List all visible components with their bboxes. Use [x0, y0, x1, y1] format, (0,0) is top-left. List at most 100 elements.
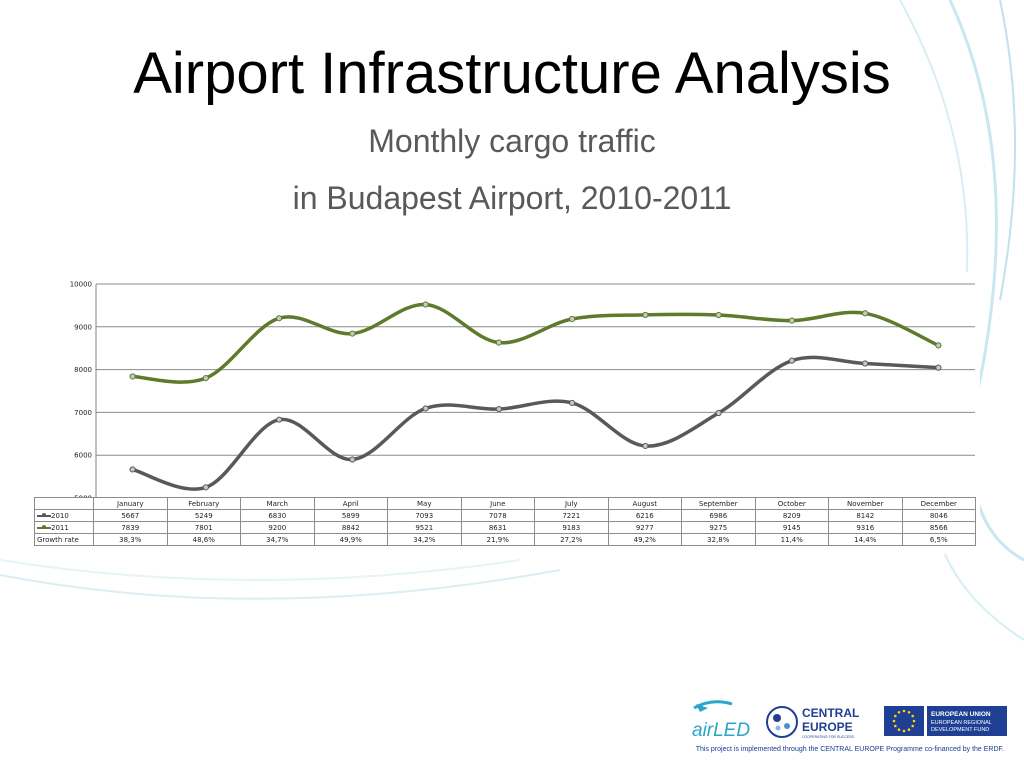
table-header-cell: May [387, 497, 462, 510]
table-cell: 7221 [534, 509, 609, 522]
eu-logo-line3: DEVELOPMENT FUND [931, 727, 989, 733]
table-header-cell: April [313, 497, 388, 510]
table-header-cell: July [534, 497, 609, 510]
table-cell: 7078 [460, 509, 535, 522]
table-header-cell: August [607, 497, 682, 510]
y-tick-label: 10000 [70, 281, 92, 289]
table-header-cell: January [93, 497, 168, 510]
central-europe-logo-line2: EUROPE [802, 720, 853, 734]
central-europe-logo-tagline: COOPERATING FOR SUCCESS. [802, 735, 855, 739]
data-point-2011 [569, 315, 576, 323]
data-point-2011 [349, 330, 356, 337]
table-row-2011: 2011 7839 7801 9200 8842 9521 8631 9183 … [34, 521, 976, 534]
table-cell: 49,2% [607, 533, 682, 546]
series-line-2011 [130, 302, 941, 384]
y-tick-label: 8000 [74, 366, 92, 374]
table-cell: 27,2% [534, 533, 609, 546]
data-table: January February March April May June Ju… [34, 497, 976, 546]
table-header-cell: September [681, 497, 756, 510]
data-point-2010 [349, 456, 356, 463]
table-cell: 6986 [681, 509, 756, 522]
chart-subtitle-line2: in Budapest Airport, 2010-2011 [292, 180, 732, 216]
data-point-2011 [935, 342, 942, 349]
series-line-2010 [130, 355, 941, 491]
y-tick-label: 7000 [74, 409, 92, 417]
table-cell: 9521 [387, 521, 462, 534]
data-point-2010 [422, 405, 429, 412]
data-point-2010 [862, 360, 869, 367]
table-header-row: January February March April May June Ju… [34, 497, 976, 510]
central-europe-logo-line1: CENTRAL [802, 706, 859, 720]
data-point-2011 [642, 311, 649, 319]
table-cell: 11,4% [754, 533, 829, 546]
sponsor-logos: airLED CENTRAL EUROPE COOPERATING FOR SU… [686, 694, 1010, 748]
line-chart: 5000 6000 7000 8000 9000 10000 [70, 281, 975, 499]
table-cell: 7801 [166, 521, 241, 534]
data-point-2010 [935, 364, 942, 371]
growth-rate-label: Growth rate [34, 533, 94, 546]
eu-logo-line1: EUROPEAN UNION [931, 711, 991, 718]
data-point-2010 [788, 357, 795, 364]
table-cell: 21,9% [460, 533, 535, 546]
chart-subtitle-line1: Monthly cargo traffic [368, 123, 656, 159]
table-header-cell: February [166, 497, 241, 510]
table-cell: 9277 [607, 521, 682, 534]
footer-note: This project is implemented through the … [695, 746, 1004, 753]
table-cell: 9183 [534, 521, 609, 534]
table-cell: 8046 [901, 509, 976, 522]
table-cell: 9200 [240, 521, 315, 534]
table-header-cell: November [828, 497, 903, 510]
table-header-cell: October [754, 497, 829, 510]
table-header-cell: March [240, 497, 315, 510]
data-point-2011 [202, 375, 209, 382]
table-cell: 14,4% [828, 533, 903, 546]
legend-key-2011 [37, 524, 51, 532]
legend-key-2010 [37, 512, 51, 520]
table-cell: 9145 [754, 521, 829, 534]
airled-logo-text: airLED [692, 720, 750, 741]
table-header-cell: June [460, 497, 535, 510]
table-cell: 32,8% [681, 533, 756, 546]
y-tick-label: 6000 [74, 452, 92, 460]
data-point-2010 [202, 484, 209, 491]
legend-label-2010: 2010 [51, 511, 69, 520]
table-cell: 8631 [460, 521, 535, 534]
legend-label-2011: 2011 [51, 523, 69, 532]
central-europe-logo: CENTRAL EUROPE COOPERATING FOR SUCCESS. [766, 706, 859, 739]
airled-logo: airLED [692, 700, 750, 741]
eu-flag-logo: EUROPEAN UNION EUROPEAN REGIONAL DEVELOP… [884, 706, 1007, 736]
data-point-2011 [862, 310, 869, 317]
data-point-2011 [788, 317, 795, 324]
data-point-2010 [276, 416, 283, 423]
data-point-2011 [495, 339, 502, 346]
legend-entry-2010: 2010 [34, 509, 94, 522]
table-cell: 49,9% [313, 533, 388, 546]
table-cell: 48,6% [166, 533, 241, 546]
table-cell: 9275 [681, 521, 756, 534]
table-header-cell: December [901, 497, 976, 510]
table-cell: 8842 [313, 521, 388, 534]
table-cell: 6,5% [901, 533, 976, 546]
table-cell: 6830 [240, 509, 315, 522]
data-point-2010 [715, 409, 722, 417]
data-point-2010 [495, 405, 502, 413]
data-point-2010 [642, 442, 649, 450]
y-tick-label: 5000 [74, 495, 92, 499]
table-cell: 7839 [93, 521, 168, 534]
table-cell: 34,7% [240, 533, 315, 546]
data-point-2010 [569, 399, 576, 407]
table-row-2010: 2010 5667 5249 6830 5899 7093 7078 7221 … [34, 509, 976, 522]
data-point-2011 [422, 301, 429, 308]
data-point-2011 [715, 311, 722, 319]
data-point-2011 [129, 373, 136, 380]
table-cell: 5249 [166, 509, 241, 522]
data-point-2011 [276, 315, 283, 322]
legend-entry-2011: 2011 [34, 521, 94, 534]
table-cell: 7093 [387, 509, 462, 522]
table-cell: 9316 [828, 521, 903, 534]
table-corner-cell [34, 497, 94, 510]
slide-title: Airport Infrastructure Analysis [133, 41, 891, 106]
table-cell: 6216 [607, 509, 682, 522]
table-cell: 5899 [313, 509, 388, 522]
table-cell: 38,3% [93, 533, 168, 546]
